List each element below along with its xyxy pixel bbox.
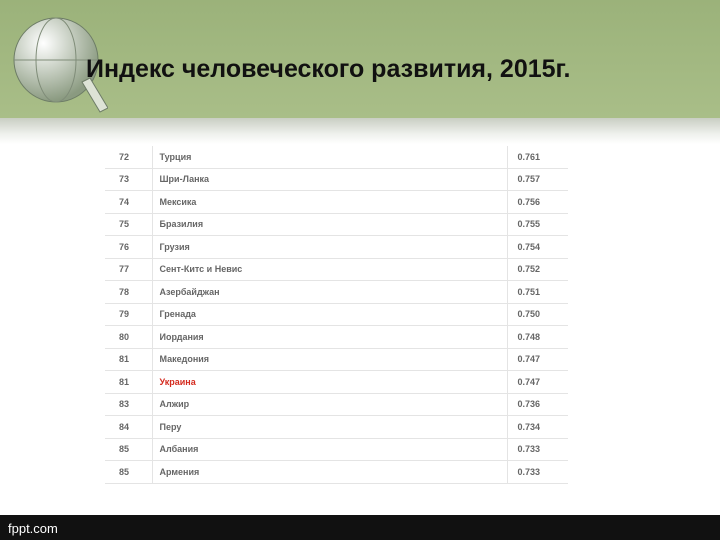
hdi-cell: 0.747 (507, 348, 568, 371)
rank-cell: 75 (105, 213, 153, 236)
table-row: 85 Албания 0.733 (105, 438, 568, 461)
country-cell: Азербайджан (152, 280, 508, 304)
country-cell: Мексика (152, 190, 508, 214)
rank-cell: 74 (105, 190, 153, 214)
country-cell: Украина (152, 370, 508, 394)
table-row: 78 Азербайджан 0.751 (105, 280, 568, 304)
rank-cell: 77 (105, 258, 153, 281)
hdi-cell: 0.734 (507, 415, 568, 439)
country-cell: Бразилия (152, 213, 508, 236)
country-cell: Македония (152, 348, 508, 371)
rank-cell: 80 (105, 325, 153, 349)
hdi-cell: 0.754 (507, 235, 568, 259)
country-cell: Шри-Ланка (152, 168, 508, 191)
table-row: 84 Перу 0.734 (105, 415, 568, 439)
hdi-cell: 0.757 (507, 168, 568, 191)
rank-cell: 78 (105, 280, 153, 304)
hdi-cell: 0.747 (507, 370, 568, 394)
country-cell: Албания (152, 438, 508, 461)
footer-bar (0, 515, 720, 540)
country-cell: Перу (152, 415, 508, 439)
hdi-cell: 0.755 (507, 213, 568, 236)
table-row: 81 Украина 0.747 (105, 370, 568, 394)
hdi-cell: 0.733 (507, 438, 568, 461)
hdi-cell: 0.736 (507, 393, 568, 416)
hdi-cell: 0.752 (507, 258, 568, 281)
rank-cell: 85 (105, 438, 153, 461)
country-cell: Алжир (152, 393, 508, 416)
rank-cell: 83 (105, 393, 153, 416)
country-cell: Сент-Китс и Невис (152, 258, 508, 281)
rank-cell: 81 (105, 348, 153, 371)
table-row: 83 Алжир 0.736 (105, 393, 568, 416)
globe-icon (13, 17, 108, 113)
hdi-table: 72 Турция 0.761 73 Шри-Ланка 0.757 74 Мексика 0.… (105, 146, 568, 484)
table-row: 77 Сент-Китс и Невис 0.752 (105, 258, 568, 281)
slide-title: Индекс человеческого развития, 2015г. (86, 55, 571, 83)
footer-site: fppt.com (8, 521, 58, 536)
table-row: 85 Армения 0.733 (105, 460, 568, 484)
rank-cell: 79 (105, 303, 153, 326)
table-row: 72 Турция 0.761 (105, 146, 568, 169)
country-cell: Иордания (152, 325, 508, 349)
rank-cell: 85 (105, 460, 153, 484)
rank-cell: 81 (105, 370, 153, 394)
hdi-cell: 0.756 (507, 190, 568, 214)
table-row: 79 Гренада 0.750 (105, 303, 568, 326)
table-row: 80 Иордания 0.748 (105, 325, 568, 349)
header-shadow (0, 118, 720, 144)
header-band (0, 0, 720, 118)
hdi-cell: 0.761 (507, 146, 568, 169)
rank-cell: 76 (105, 235, 153, 259)
table-row: 81 Македония 0.747 (105, 348, 568, 371)
rank-cell: 84 (105, 415, 153, 439)
table-row: 74 Мексика 0.756 (105, 190, 568, 214)
hdi-cell: 0.733 (507, 460, 568, 484)
hdi-cell: 0.750 (507, 303, 568, 326)
country-cell: Турция (152, 146, 508, 169)
rank-cell: 73 (105, 168, 153, 191)
hdi-cell: 0.748 (507, 325, 568, 349)
rank-cell: 72 (105, 146, 153, 169)
table-row: 76 Грузия 0.754 (105, 235, 568, 259)
country-cell: Гренада (152, 303, 508, 326)
country-cell: Армения (152, 460, 508, 484)
hdi-cell: 0.751 (507, 280, 568, 304)
country-cell: Грузия (152, 235, 508, 259)
table-row: 75 Бразилия 0.755 (105, 213, 568, 236)
table-row: 73 Шри-Ланка 0.757 (105, 168, 568, 191)
